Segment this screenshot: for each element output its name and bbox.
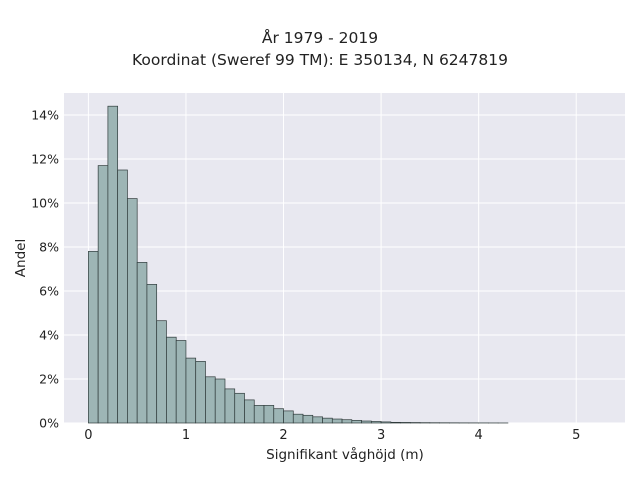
x-axis-label: Signifikant våghöjd (m) xyxy=(266,447,424,463)
histogram-bar xyxy=(97,165,109,424)
x-axis-ticks: 0 1 2 3 4 5 xyxy=(84,428,580,443)
histogram-bar xyxy=(136,262,148,424)
y-tick-label: 6% xyxy=(39,284,59,299)
histogram-bar xyxy=(175,340,187,424)
x-tick-label: 5 xyxy=(572,428,580,443)
histogram-bar xyxy=(127,198,138,424)
histogram-bar xyxy=(234,392,245,424)
histogram-bar xyxy=(322,417,333,424)
histogram-bar xyxy=(370,421,382,424)
histogram-bar xyxy=(341,419,353,424)
histogram-bar xyxy=(273,408,284,424)
y-tick-label: 0% xyxy=(39,416,59,431)
x-tick-label: 2 xyxy=(279,428,287,443)
y-tick-label: 10% xyxy=(31,196,59,211)
histogram-bar xyxy=(263,405,275,424)
histogram-bar xyxy=(253,405,265,424)
y-tick-label: 12% xyxy=(31,152,59,167)
histogram-bar xyxy=(331,418,343,424)
histogram-bar xyxy=(195,361,206,424)
histogram-bar xyxy=(380,421,392,424)
histogram-bar xyxy=(156,320,167,424)
histogram-bar xyxy=(146,284,158,424)
chart-subtitle: Koordinat (Sweref 99 TM): E 350134, N 62… xyxy=(132,51,508,69)
x-tick-label: 1 xyxy=(182,428,190,443)
y-axis-label: Andel xyxy=(13,238,29,278)
histogram-bar xyxy=(302,414,314,424)
histogram-bar xyxy=(107,105,119,424)
histogram-bar xyxy=(361,420,372,424)
histogram-bar xyxy=(292,413,304,424)
y-tick-label: 8% xyxy=(39,240,59,255)
histogram-bar xyxy=(185,357,197,424)
histogram-bar xyxy=(88,251,99,424)
histogram-bar xyxy=(351,420,362,424)
x-tick-label: 0 xyxy=(84,428,92,443)
y-axis-ticks: 0% 2% 4% 6% 8% 10% 12% 14% xyxy=(31,108,59,431)
histogram-bar xyxy=(312,416,323,424)
histogram-bar xyxy=(214,378,226,424)
y-tick-label: 4% xyxy=(39,328,59,343)
y-tick-label: 2% xyxy=(39,372,59,387)
histogram-bar xyxy=(117,169,128,424)
histogram-bars xyxy=(88,105,509,424)
x-tick-label: 4 xyxy=(475,428,483,443)
histogram-bar xyxy=(244,399,255,424)
x-tick-label: 3 xyxy=(377,428,385,443)
histogram-bar xyxy=(205,376,216,424)
histogram-bar xyxy=(283,410,294,424)
histogram-bar xyxy=(390,421,401,424)
y-tick-label: 14% xyxy=(31,108,59,123)
histogram-bar xyxy=(400,422,411,424)
histogram-bar xyxy=(224,388,236,424)
chart-title: År 1979 - 2019 xyxy=(261,29,379,47)
histogram-bar xyxy=(166,336,177,424)
